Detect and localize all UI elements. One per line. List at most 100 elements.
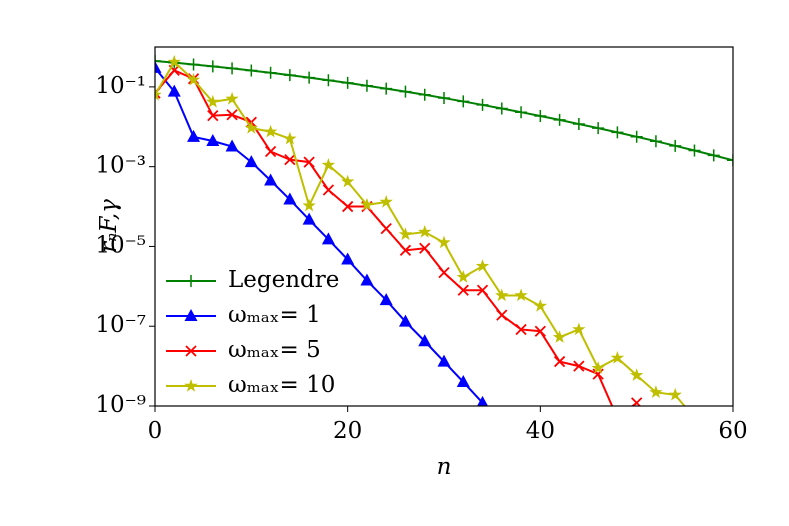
marker bbox=[207, 110, 219, 122]
marker bbox=[573, 360, 585, 372]
legend-label: ωₘₐₓ= 5 bbox=[228, 337, 321, 363]
marker bbox=[302, 198, 316, 212]
marker bbox=[592, 368, 604, 380]
marker bbox=[515, 106, 528, 119]
marker bbox=[612, 413, 622, 423]
marker bbox=[379, 195, 393, 208]
marker bbox=[341, 174, 355, 188]
marker bbox=[206, 60, 219, 73]
marker bbox=[342, 200, 354, 213]
legend-marker bbox=[184, 309, 198, 321]
marker bbox=[572, 118, 585, 131]
marker bbox=[399, 244, 412, 256]
marker bbox=[283, 192, 297, 205]
marker bbox=[360, 273, 374, 286]
marker bbox=[688, 411, 701, 424]
marker bbox=[155, 54, 161, 67]
marker bbox=[226, 62, 239, 75]
marker bbox=[419, 242, 431, 254]
legend-label: ωₘₐₓ= 10 bbox=[228, 372, 335, 398]
marker bbox=[206, 94, 220, 108]
marker bbox=[496, 309, 508, 321]
marker bbox=[437, 235, 451, 249]
marker bbox=[456, 270, 470, 283]
marker bbox=[187, 58, 200, 71]
axes-frame bbox=[154, 46, 734, 407]
marker bbox=[592, 122, 605, 135]
marker bbox=[155, 87, 162, 101]
marker bbox=[456, 374, 470, 387]
marker bbox=[244, 155, 258, 168]
marker bbox=[418, 225, 432, 238]
marker bbox=[534, 110, 547, 123]
marker bbox=[321, 158, 336, 171]
marker bbox=[206, 134, 220, 147]
marker bbox=[476, 284, 489, 296]
marker bbox=[167, 84, 181, 97]
marker bbox=[379, 293, 393, 306]
marker bbox=[495, 102, 508, 115]
marker bbox=[630, 130, 643, 143]
marker bbox=[225, 91, 239, 105]
marker bbox=[572, 322, 586, 336]
marker bbox=[552, 330, 567, 343]
marker bbox=[477, 395, 489, 406]
marker bbox=[727, 154, 733, 167]
y-tick-label: 10⁻⁵ bbox=[95, 232, 146, 258]
marker bbox=[187, 129, 201, 142]
marker bbox=[495, 288, 509, 302]
legend-marker bbox=[185, 275, 197, 287]
marker bbox=[649, 385, 663, 398]
marker bbox=[284, 154, 296, 166]
y-tick-label: 10⁻³ bbox=[95, 153, 146, 179]
marker bbox=[225, 139, 239, 152]
marker bbox=[649, 135, 662, 148]
y-tick-label: 10⁻⁹ bbox=[95, 392, 146, 418]
marker bbox=[321, 232, 335, 245]
marker bbox=[418, 88, 431, 101]
marker bbox=[226, 109, 238, 121]
marker bbox=[322, 184, 335, 196]
marker bbox=[515, 323, 527, 336]
marker bbox=[534, 325, 546, 337]
legend-marker bbox=[185, 345, 197, 357]
series-line bbox=[155, 69, 638, 406]
marker bbox=[303, 156, 315, 168]
marker bbox=[245, 64, 258, 77]
marker bbox=[264, 145, 277, 158]
marker bbox=[553, 113, 566, 126]
marker bbox=[380, 82, 393, 95]
marker bbox=[360, 79, 373, 92]
marker bbox=[360, 197, 374, 211]
marker bbox=[631, 397, 643, 406]
x-axis-label: n bbox=[437, 454, 452, 480]
marker bbox=[303, 71, 316, 84]
marker bbox=[533, 299, 547, 312]
marker bbox=[688, 144, 701, 157]
marker bbox=[437, 354, 451, 367]
legend-label: Legendre bbox=[228, 267, 339, 293]
x-tick-label: 20 bbox=[333, 418, 362, 444]
marker bbox=[591, 361, 605, 374]
marker bbox=[418, 334, 432, 347]
marker bbox=[457, 284, 469, 296]
marker bbox=[457, 95, 470, 108]
marker bbox=[475, 259, 490, 272]
marker bbox=[553, 355, 566, 368]
marker bbox=[283, 69, 296, 82]
marker bbox=[322, 74, 335, 87]
marker bbox=[380, 222, 392, 235]
marker bbox=[668, 387, 682, 401]
series-line bbox=[155, 59, 733, 162]
marker bbox=[341, 76, 354, 89]
marker bbox=[398, 227, 413, 241]
marker bbox=[263, 124, 278, 138]
marker bbox=[476, 98, 489, 111]
marker bbox=[264, 173, 278, 186]
marker bbox=[167, 55, 181, 68]
x-tick-label: 40 bbox=[526, 418, 555, 444]
legend-label: ωₘₐₓ= 1 bbox=[228, 302, 321, 328]
marker bbox=[283, 131, 297, 145]
marker bbox=[302, 212, 316, 225]
